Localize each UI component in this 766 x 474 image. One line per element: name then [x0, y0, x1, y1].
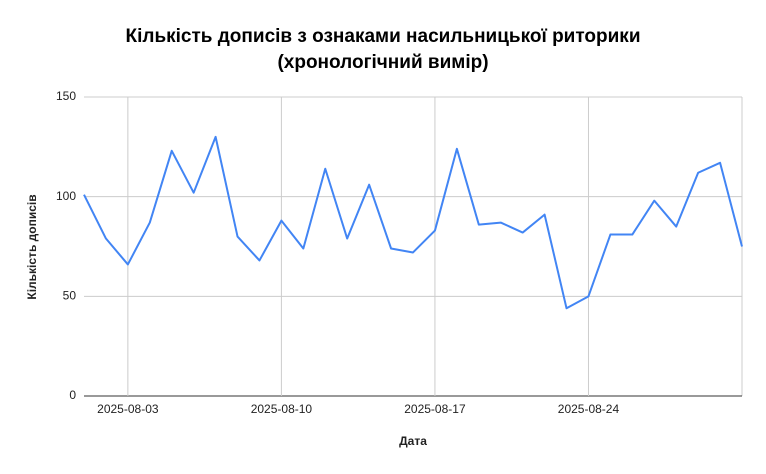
- y-tick-label: 0: [69, 388, 76, 402]
- y-tick-label: 150: [56, 89, 76, 103]
- y-axis-title: Кількість дописів: [25, 194, 39, 299]
- y-tick-label: 100: [56, 189, 76, 203]
- x-tick-label: 2025-08-17: [404, 402, 466, 416]
- chart-title: Кількість дописів з ознаками насильницьк…: [126, 26, 641, 47]
- chart-title: (хронологічний вимір): [277, 52, 488, 73]
- x-tick-label: 2025-08-24: [558, 402, 620, 416]
- x-tick-label: 2025-08-10: [251, 402, 313, 416]
- y-tick-label: 50: [63, 289, 77, 303]
- line-series: [83, 135, 743, 310]
- x-axis-title: Дата: [399, 434, 427, 448]
- x-tick-label: 2025-08-03: [97, 402, 159, 416]
